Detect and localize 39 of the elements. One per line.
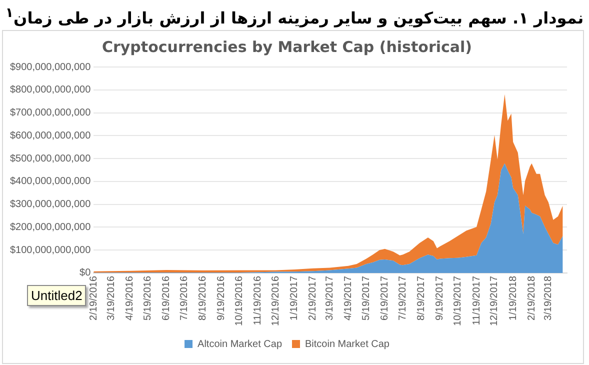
x-tick-label: 2/19/2017 [308, 276, 319, 320]
y-tick-label: $700,000,000,000 [10, 108, 92, 119]
x-tick-label: 1/19/2017 [289, 276, 300, 320]
y-tick-label: $900,000,000,000 [10, 62, 92, 73]
x-tick-label: 5/19/2017 [361, 276, 372, 320]
x-tick-label: 8/19/2016 [197, 276, 208, 320]
x-tick-label: 2/19/2018 [526, 276, 538, 320]
text: Untitled2 [27, 285, 86, 306]
x-tick-label: 10/19/2016 [234, 276, 245, 326]
y-tick-label: $500,000,000,000 [10, 153, 92, 164]
x-tick-label: 8/19/2017 [416, 276, 428, 320]
x-tick-label: 11/19/2016 [252, 276, 264, 326]
x-tick-label: 1/19/2018 [508, 276, 519, 320]
legend-label: Altcoin Market Cap [198, 338, 282, 350]
x-tick-label: 5/19/2016 [142, 276, 154, 320]
y-tick-label: $300,000,000,000 [10, 199, 92, 210]
chart-subtitle: Cryptocurrencies by Market Cap (historical) [102, 38, 472, 56]
y-tick-label: $800,000,000,000 [10, 84, 92, 96]
chart-title: نمودار ۱. سهم بیت‌کوین و سایر رمزینه ارزها از ارزش بازار در طی زمان$^{۱}$ [4, 5, 585, 30]
x-tick-label: 3/19/2017 [324, 276, 336, 320]
x-tick-label: 6/19/2017 [380, 276, 391, 320]
x-tick-label: 9/19/2016 [216, 276, 228, 320]
x-tick-label: 4/19/2016 [124, 276, 136, 320]
y-tick-label: $400,000,000,000 [10, 176, 92, 188]
x-tick-label: 10/19/2017 [452, 276, 464, 326]
x-tick-label: 9/19/2017 [434, 276, 446, 320]
x-tick-label: 12/19/2016 [270, 276, 282, 326]
x-tick-label: 7/19/2017 [398, 276, 409, 320]
y-tick-label: $200,000,000,000 [10, 222, 92, 233]
x-tick-label: 3/19/2016 [106, 276, 117, 320]
x-tick-label: 12/19/2017 [489, 276, 500, 326]
x-tick-label: 7/19/2016 [178, 276, 190, 320]
y-tick-label: $100,000,000,000 [10, 244, 92, 256]
x-tick-label: 4/19/2017 [343, 276, 354, 320]
x-tick-label: 3/19/2018 [543, 276, 554, 320]
legend-label: Bitcoin Market Cap [305, 338, 390, 350]
x-tick-label: 6/19/2016 [160, 276, 172, 320]
x-tick-label: 11/19/2017 [471, 276, 482, 326]
y-tick-label: $600,000,000,000 [10, 130, 92, 142]
